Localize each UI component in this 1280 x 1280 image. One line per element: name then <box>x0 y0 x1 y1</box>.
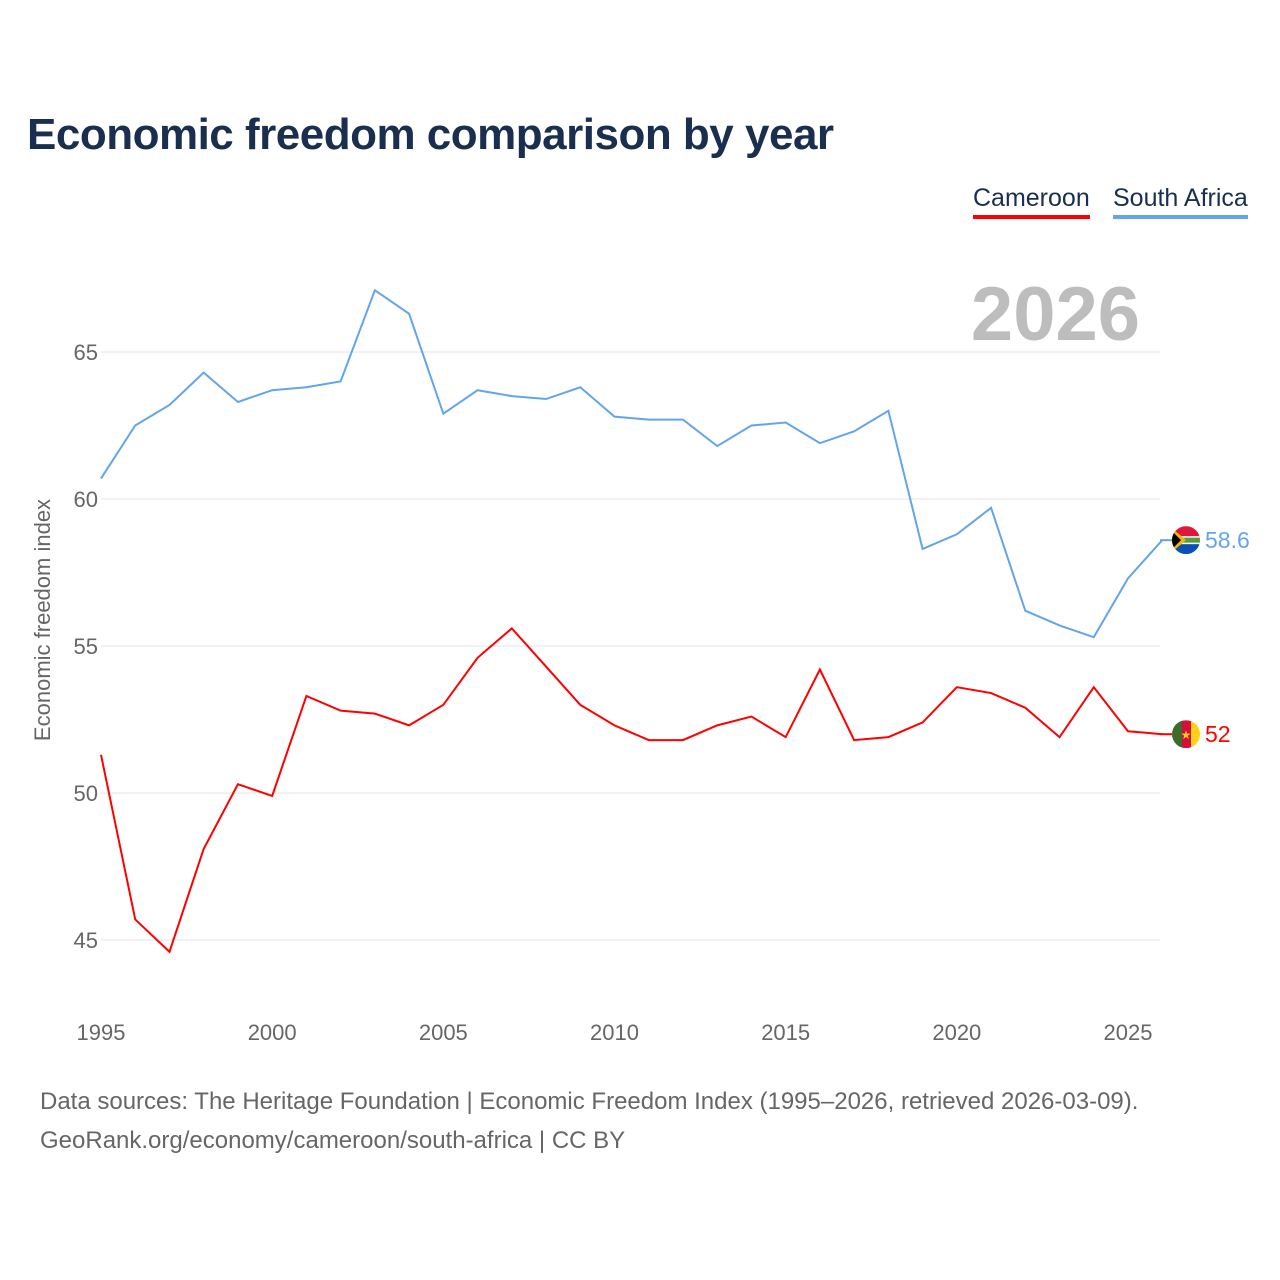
svg-text:★: ★ <box>1181 728 1192 742</box>
x-tick-label: 2005 <box>419 1020 468 1045</box>
y-tick-label: 60 <box>74 487 98 512</box>
x-tick-label: 2020 <box>932 1020 981 1045</box>
y-tick-label: 55 <box>74 634 98 659</box>
series-line-south-africa[interactable] <box>100 288 1163 639</box>
y-tick-label: 45 <box>74 928 98 953</box>
y-axis-label: Economic freedom index <box>30 499 55 741</box>
x-tick-label: 1995 <box>77 1020 126 1045</box>
series-line-cameroon[interactable] <box>100 626 1163 954</box>
x-tick-label: 2015 <box>761 1020 810 1045</box>
south-africa-flag-icon <box>1172 526 1200 555</box>
x-tick-label: 2010 <box>590 1020 639 1045</box>
x-tick-label: 2025 <box>1104 1020 1153 1045</box>
source-text: Data sources: The Heritage Foundation | … <box>40 1088 1139 1115</box>
end-value-label: 58.6 <box>1205 527 1250 553</box>
end-value-label: 52 <box>1205 721 1231 747</box>
legend-south-africa[interactable]: South Africa <box>1113 184 1248 219</box>
source-url[interactable]: GeoRank.org/economy/cameroon/south-afric… <box>40 1127 626 1154</box>
y-tick-label: 65 <box>74 340 98 365</box>
x-tick-label: 2000 <box>248 1020 297 1045</box>
cameroon-flag-icon: ★ <box>1172 720 1200 749</box>
y-tick-label: 50 <box>74 781 98 806</box>
legend-cameroon[interactable]: Cameroon <box>973 184 1090 219</box>
chart-title: Economic freedom comparison by year <box>27 110 834 159</box>
year-watermark: 2026 <box>971 272 1140 357</box>
